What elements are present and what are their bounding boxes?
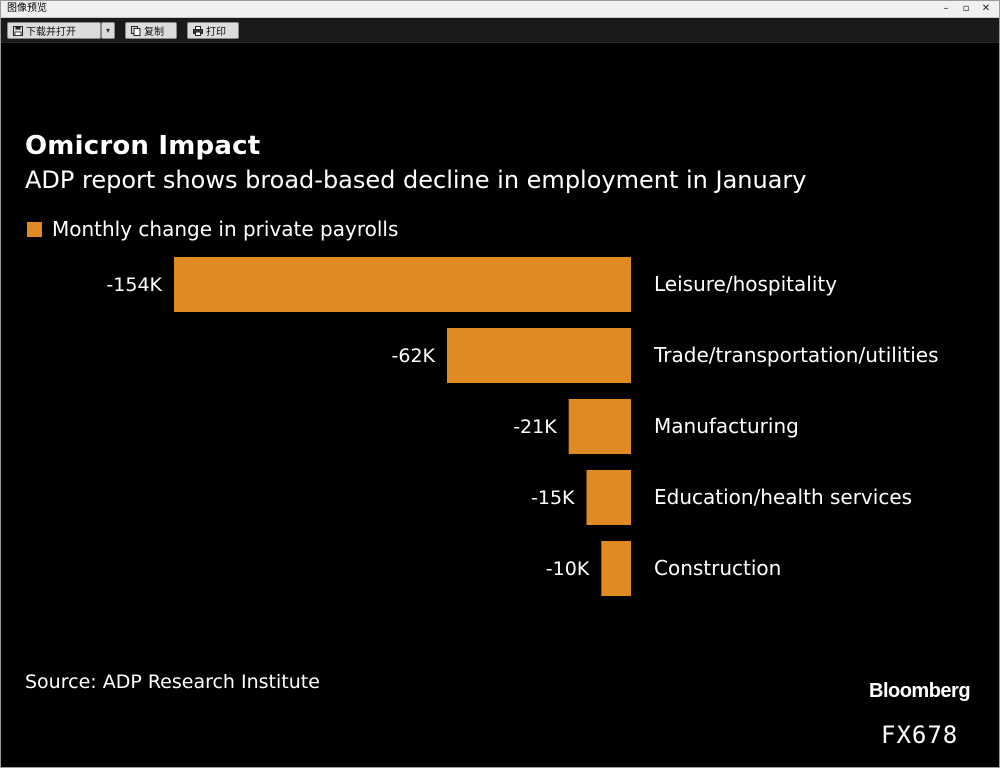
close-icon[interactable]: ✕	[981, 3, 991, 14]
copy-button[interactable]: 复制	[125, 22, 177, 39]
watermark-code: FX678	[881, 721, 959, 749]
bar-education-health-services	[586, 470, 631, 525]
bloomberg-logo: Bloomberg	[869, 680, 971, 702]
bar-value-label: -154K	[106, 274, 162, 296]
category-label: Manufacturing	[654, 414, 799, 438]
print-button[interactable]: 打印	[187, 22, 239, 39]
bar-construction	[601, 541, 631, 596]
chart-title: Omicron Impact	[25, 131, 261, 161]
category-label: Education/health services	[654, 485, 912, 509]
save-icon	[13, 25, 23, 36]
download-open-button[interactable]: 下载并打开	[7, 22, 101, 39]
printer-icon	[193, 25, 203, 36]
download-open-label: 下载并打开	[26, 27, 76, 38]
category-label: Leisure/hospitality	[654, 272, 837, 296]
bar-value-label: -62K	[392, 345, 436, 367]
bar-trade-transportation-utilities	[447, 328, 631, 383]
window-controls: – ▫ ✕	[939, 2, 993, 16]
bar-value-label: -10K	[546, 558, 590, 580]
minimize-icon[interactable]: –	[943, 3, 949, 14]
chart-image	[3, 44, 999, 767]
category-label: Construction	[654, 556, 781, 580]
copy-icon	[131, 25, 141, 36]
toolbar: 下载并打开 ▾ 复制 打印	[1, 18, 999, 43]
chart-subtitle: ADP report shows broad-based decline in …	[25, 166, 807, 194]
maximize-icon[interactable]: ▫	[962, 3, 970, 14]
legend-swatch	[27, 221, 42, 237]
print-label: 打印	[206, 27, 226, 38]
window-title: 图像预览	[7, 3, 47, 14]
copy-label: 复制	[144, 27, 164, 38]
category-label: Trade/transportation/utilities	[653, 343, 939, 367]
bar-manufacturing	[568, 399, 631, 454]
title-bar: 图像预览 – ▫ ✕	[1, 1, 999, 18]
legend-label: Monthly change in private payrolls	[52, 217, 399, 241]
bar-value-label: -15K	[531, 487, 575, 509]
source-note: Source: ADP Research Institute	[25, 671, 320, 693]
chevron-down-icon[interactable]: ▾	[101, 22, 115, 39]
bar-leisure-hospitality	[174, 257, 631, 312]
chart-legend: Monthly change in private payrolls	[27, 217, 398, 241]
bar-value-label: -21K	[513, 416, 557, 438]
